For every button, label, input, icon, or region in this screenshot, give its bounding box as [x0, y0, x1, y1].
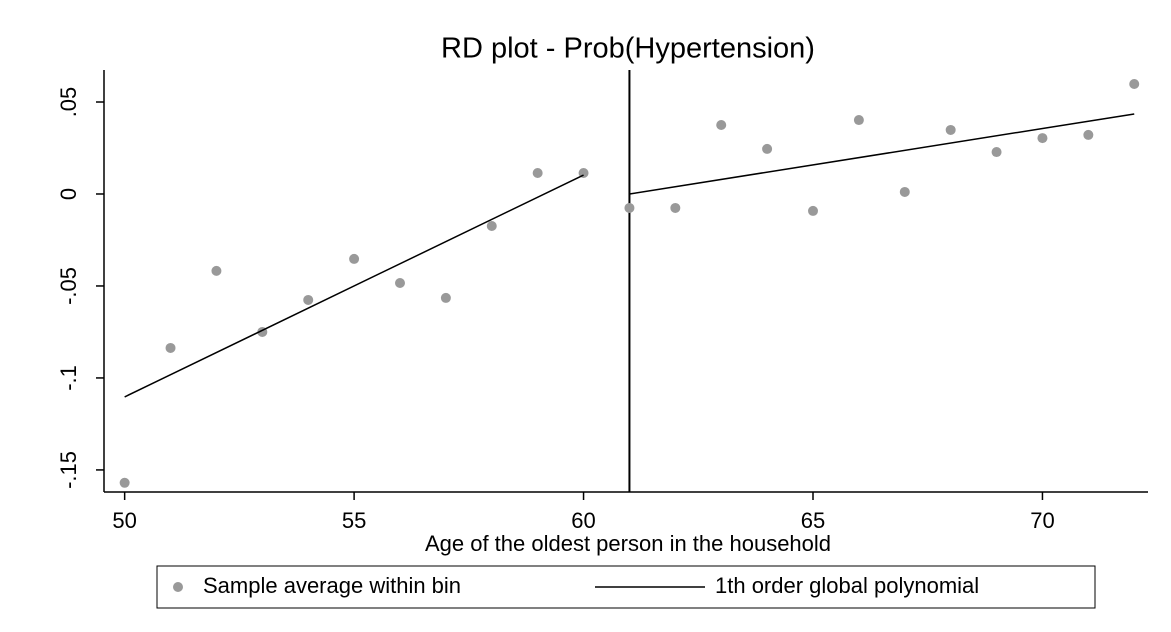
y-tick-label: .05	[56, 87, 81, 118]
x-tick-label: 55	[342, 508, 366, 533]
point	[303, 294, 314, 305]
chart-title: RD plot - Prob(Hypertension)	[441, 33, 815, 65]
x-axis-label: Age of the oldest person in the househol…	[425, 531, 831, 556]
fit-line	[124, 113, 1135, 398]
x-tick-label: 70	[1030, 508, 1054, 533]
point	[1129, 78, 1140, 89]
point	[899, 186, 910, 197]
point	[440, 292, 451, 303]
point	[211, 265, 222, 276]
y-tick-label: -.15	[56, 451, 81, 489]
legend-marker	[173, 582, 183, 592]
point	[762, 143, 773, 154]
point	[165, 342, 176, 353]
point	[119, 477, 130, 488]
legend-label: 1th order global polynomial	[715, 573, 979, 598]
point	[1083, 129, 1094, 140]
point	[716, 120, 727, 131]
point	[624, 202, 635, 213]
y-tick-label: 0	[56, 188, 81, 200]
point	[991, 147, 1002, 158]
point	[945, 124, 956, 135]
y-tick-label: -.1	[56, 365, 81, 391]
x-tick-label: 60	[571, 508, 595, 533]
point	[349, 253, 360, 264]
point	[808, 205, 819, 216]
y-tick-label: -.05	[56, 267, 81, 305]
point	[670, 202, 681, 213]
point	[1037, 133, 1048, 144]
x-tick-label: 50	[112, 508, 136, 533]
point	[394, 278, 405, 289]
legend-label: Sample average within bin	[203, 573, 461, 598]
point	[532, 168, 543, 179]
x-tick-label: 65	[801, 508, 825, 533]
point	[853, 115, 864, 126]
legend-box	[156, 565, 1096, 609]
point	[486, 220, 497, 231]
